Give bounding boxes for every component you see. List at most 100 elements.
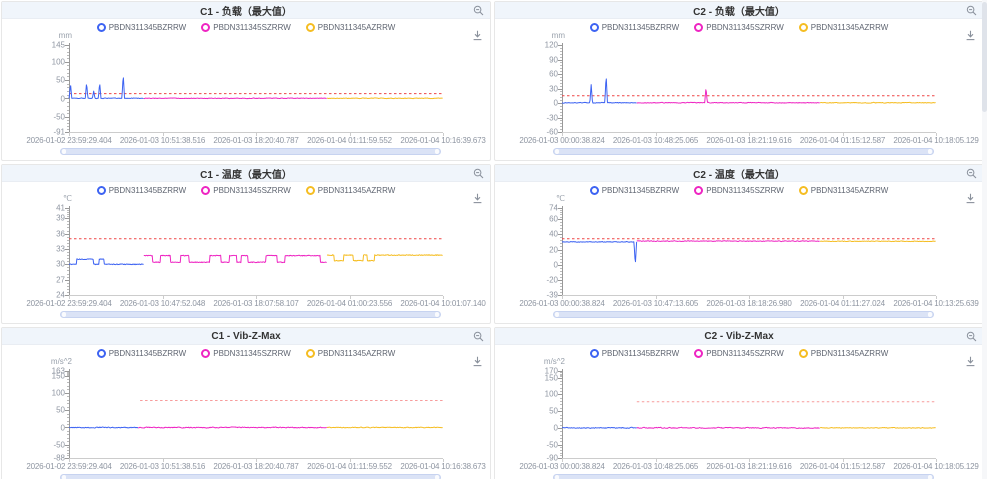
magnifier-icon[interactable] [966,168,977,179]
legend-marker-icon [694,23,704,32]
legend-marker-icon [96,186,106,195]
datazoom-handle-right[interactable] [435,149,439,154]
download-icon[interactable] [472,193,483,204]
legend-item[interactable]: PBDN311345BZRRW [96,349,186,358]
datazoom-handle-left[interactable] [62,475,66,479]
download-icon[interactable] [965,356,976,367]
download-icon[interactable] [965,30,976,41]
download-icon[interactable] [472,356,483,367]
legend-label: PBDN311345BZRRW [601,23,680,32]
datazoom-handle-left[interactable] [62,312,66,317]
x-axis-tick-label: 2026-01-03 00:00:38.824 [519,299,605,308]
datazoom-handle-right[interactable] [435,312,439,317]
legend-marker-icon [798,23,808,32]
magnifier-icon[interactable] [966,5,977,16]
x-axis-tick-label: 2026-01-04 01:00:23.556 [306,299,393,308]
datazoom-slider[interactable] [553,474,934,479]
download-icon[interactable] [472,30,483,41]
y-axis-unit: ℃ [556,194,565,203]
y-axis-tick-label: 30 [549,84,558,93]
datazoom-handle-right[interactable] [928,312,932,317]
legend-marker-icon [96,349,106,358]
datazoom-slider[interactable] [553,148,934,155]
legend-item[interactable]: PBDN311345AZRRW [305,349,395,358]
legend-item[interactable]: PBDN311345BZRRW [96,186,186,195]
legend-marker-icon [589,349,599,358]
y-axis-tick-label: 100 [51,57,65,67]
y-axis-tick-label: 0 [553,260,558,270]
y-axis-tick-label: 100 [51,388,65,398]
datazoom-slider[interactable] [553,311,934,318]
legend-label: PBDN311345AZRRW [810,23,889,32]
chart-body: PBDN311345BZRRW PBDN311345SZRRW PBDN311345… [495,345,983,479]
y-axis-tick-label: -50 [53,112,65,122]
y-axis-tick-label: 145 [51,40,65,50]
legend-item[interactable]: PBDN311345BZRRW [96,23,186,32]
chart-title: C1 - Vib-Z-Max [211,330,281,342]
x-axis-tick-label: 2026-01-03 00:00:38.824 [519,462,605,471]
legend-item[interactable]: PBDN311345SZRRW [694,349,784,358]
chart-legend: PBDN311345BZRRW PBDN311345SZRRW PBDN311345… [2,23,490,32]
x-axis-tick-label: 2026-01-04 10:18:05.129 [893,462,979,471]
legend-item[interactable]: PBDN311345SZRRW [201,23,291,32]
y-axis-tick-label: -39 [546,290,558,300]
y-axis-tick-label: -91 [53,127,65,137]
legend-item[interactable]: PBDN311345BZRRW [589,349,679,358]
legend-item[interactable]: PBDN311345BZRRW [589,186,679,195]
legend-item[interactable]: PBDN311345BZRRW [589,23,680,32]
magnifier-icon[interactable] [473,331,484,342]
legend-item[interactable]: PBDN311345AZRRW [798,349,888,358]
y-axis-tick-label: 50 [56,75,65,85]
legend-item[interactable]: PBDN311345SZRRW [201,349,291,358]
x-axis-tick-label: 2026-01-03 10:47:13.605 [612,299,699,308]
datazoom-slider[interactable] [60,474,441,479]
chart-canvas[interactable] [495,19,983,141]
legend-item[interactable]: PBDN311345AZRRW [798,23,889,32]
chart-legend: PBDN311345BZRRW PBDN311345SZRRW PBDN311345… [495,23,983,32]
datazoom-handle-right[interactable] [928,475,932,479]
x-axis-tick-label: 2026-01-03 10:47:52.048 [119,299,206,308]
legend-item[interactable]: PBDN311345SZRRW [694,186,784,195]
legend-item[interactable]: PBDN311345AZRRW [305,23,395,32]
legend-marker-icon [96,23,106,32]
y-axis-tick-label: 50 [56,405,65,415]
chart-title: C2 - 温度（最大值） [693,169,785,181]
y-axis-tick-label: 50 [549,406,558,416]
datazoom-handle-left[interactable] [62,149,66,154]
chart-canvas[interactable] [2,182,490,304]
page-scrollbar-thumb[interactable] [982,2,987,112]
magnifier-icon[interactable] [473,5,484,16]
chart-title: C2 - 负载（最大值） [693,6,785,18]
y-axis-tick-label: 163 [51,366,65,376]
chart-canvas[interactable] [2,19,490,141]
x-axis-tick-label: 2026-01-03 10:51:38.516 [119,462,206,471]
y-axis-tick-label: 150 [544,373,558,383]
y-axis-tick-label: 120 [544,40,558,50]
datazoom-handle-left[interactable] [555,312,559,317]
magnifier-icon[interactable] [966,331,977,342]
chart-canvas[interactable] [495,182,983,304]
magnifier-icon[interactable] [473,168,484,179]
chart-panel: C2 - Vib-Z-Max PBDN311345BZRRW PBDN311345… [494,327,984,479]
datazoom-handle-left[interactable] [555,475,559,479]
datazoom-slider[interactable] [60,311,441,318]
y-axis-tick-label: 100 [544,389,558,399]
legend-item[interactable]: PBDN311345AZRRW [798,186,888,195]
datazoom-handle-right[interactable] [435,475,439,479]
legend-item[interactable]: PBDN311345SZRRW [694,23,784,32]
chart-title: C1 - 温度（最大值） [200,169,292,181]
datazoom-handle-right[interactable] [928,149,932,154]
legend-item[interactable]: PBDN311345AZRRW [305,186,395,195]
legend-marker-icon [798,186,808,195]
legend-item[interactable]: PBDN311345SZRRW [201,186,291,195]
x-axis-tick-label: 2026-01-04 10:16:39.673 [400,136,486,145]
datazoom-handle-left[interactable] [555,149,559,154]
chart-canvas[interactable] [495,345,983,467]
legend-marker-icon [589,186,599,195]
download-icon[interactable] [965,193,976,204]
datazoom-slider[interactable] [60,148,441,155]
chart-canvas[interactable] [2,345,490,467]
page-scrollbar[interactable] [982,0,987,479]
legend-label: PBDN311345SZRRW [706,23,784,32]
x-axis-tick-label: 2026-01-03 18:21:19.616 [706,136,792,145]
